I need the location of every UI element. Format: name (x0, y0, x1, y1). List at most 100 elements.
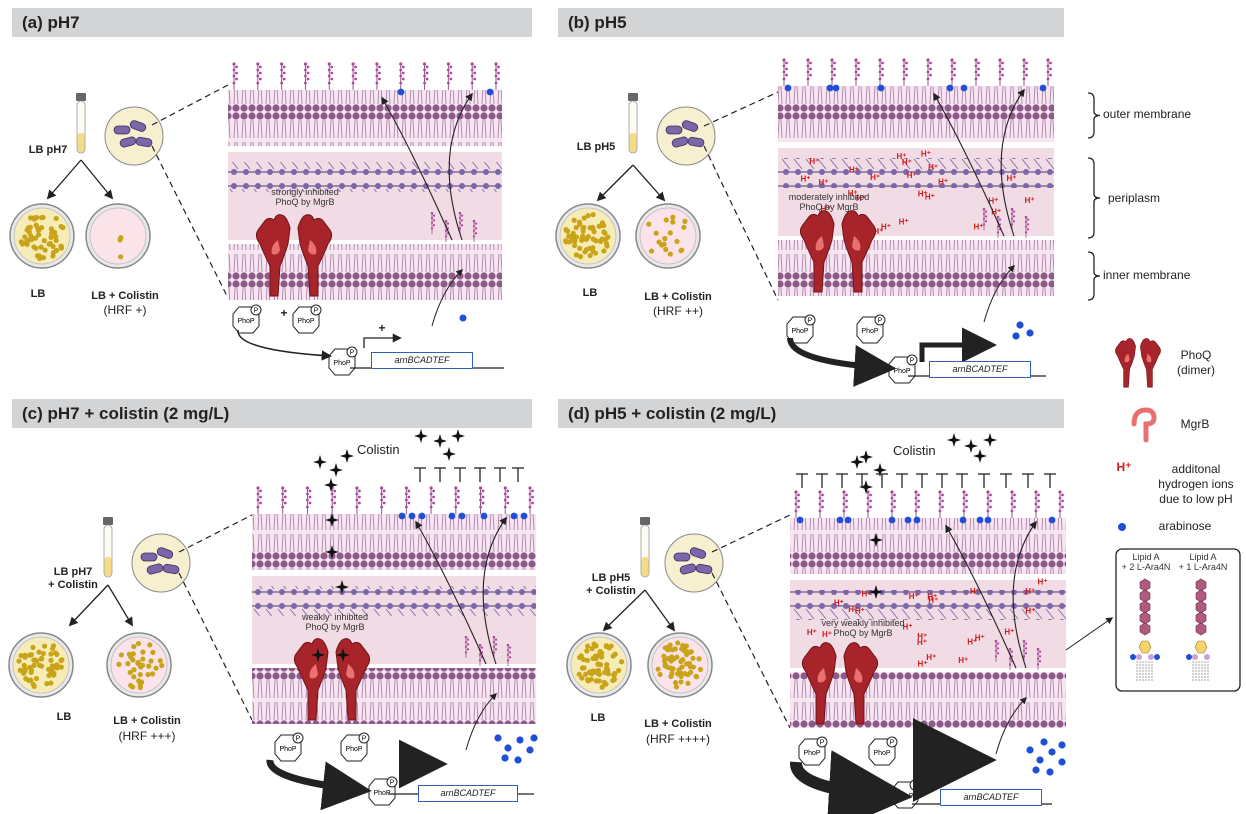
bacterial-colony (584, 657, 591, 663)
colistin-bound-icon (433, 467, 447, 483)
bacterial-colony (593, 643, 599, 649)
bacterial-colony (688, 669, 694, 675)
bacterial-colony (130, 657, 136, 663)
arabinose-dot (1012, 332, 1020, 340)
bacterial-colony (580, 656, 587, 663)
bacterial-colony (153, 665, 159, 671)
h-plus-ion: H⁺ (918, 659, 928, 668)
tube-cap (103, 517, 113, 525)
plate-colistin-b (635, 203, 701, 269)
tube-cap (76, 93, 86, 101)
bacterial-colony (584, 677, 591, 683)
inhibit-label-a: strongly inhibited PhoQ by MgrB (271, 187, 339, 207)
arabinose-dot (1026, 329, 1034, 337)
transport-arrow (415, 520, 487, 665)
panel-c-title: (c) pH7 + colistin (2 mg/L) (12, 399, 532, 428)
bacterial-colony (135, 640, 142, 647)
bacterial-colony (39, 655, 45, 661)
phosphate-icon (886, 736, 898, 748)
phop-text: PhoP (297, 318, 314, 325)
lps-chain (805, 57, 813, 87)
lps-chain (404, 485, 411, 515)
uptake-arrow (431, 269, 463, 327)
bacterial-colony (573, 224, 579, 231)
plate-lb-a (9, 203, 75, 269)
bacterial-colony (125, 661, 131, 667)
bacterial-colony (25, 225, 32, 231)
sugar-hexagon-icon (1139, 622, 1151, 636)
gene-box-d: arnBCADTEF (940, 789, 1042, 806)
arabinose-dot (520, 512, 528, 520)
bacterial-colony (595, 653, 601, 659)
plus-sign-a1: + (280, 306, 288, 320)
h-plus-ion: H⁺ (925, 193, 935, 202)
gene-box-a: arnBCADTEF (371, 352, 473, 369)
bacterial-colony (576, 671, 582, 677)
bacterium-cell (146, 563, 164, 575)
bacterial-colony (601, 229, 607, 235)
lps-chain (327, 61, 334, 91)
phosphate-letter: P (878, 318, 883, 325)
bacterial-colony (589, 646, 595, 652)
hrf-label-b: (HRF ++) (652, 304, 703, 318)
bacterial-colony (48, 651, 54, 657)
bacterial-colony (653, 230, 659, 236)
arabinose-dot (486, 88, 494, 96)
bacterial-colony (697, 666, 704, 673)
arabinose-dot (1058, 741, 1066, 749)
inner-membrane-label: inner membrane (1103, 268, 1191, 282)
bacterial-colony (599, 222, 605, 228)
membrane-brace (1087, 92, 1101, 139)
arabinose-dot (1032, 766, 1040, 774)
bacterial-colony (648, 248, 655, 254)
arabinose-dot (984, 516, 992, 524)
hrf-label-c: (HRF +++) (118, 729, 176, 743)
plate-lb-label-c: LB (56, 711, 72, 723)
zoom-dashed-line (711, 514, 791, 553)
arabinose-dot (796, 516, 804, 524)
h-plus-ion: H⁺ (927, 593, 937, 602)
colistin-bound-icon (795, 473, 809, 489)
bacterial-colony (678, 658, 684, 665)
phosphate-letter: P (913, 783, 918, 790)
bacterial-colony (612, 651, 618, 657)
uptake-arrow (995, 697, 1027, 755)
h-plus-ion: H⁺ (807, 628, 817, 637)
panel-a-title: (a) pH7 (12, 8, 532, 37)
outer-membrane (790, 518, 1066, 574)
colistin-bound-icon (895, 473, 909, 489)
bacterial-colony (40, 254, 47, 261)
bacterial-colony (696, 656, 702, 662)
bacterial-colony (585, 213, 591, 219)
sugar-hexagon-icon (1139, 600, 1151, 614)
gene-box-c: arnBCADTEF (418, 785, 518, 802)
bacterial-colony (39, 214, 45, 221)
bacterial-colony (594, 670, 600, 676)
lipid-head-icon (1204, 654, 1210, 660)
zoom-b (656, 106, 716, 166)
bacterial-colony (690, 655, 696, 661)
tube-label-d: LB pH5 + Colistin (586, 572, 636, 597)
bacterial-colony (127, 669, 133, 676)
bacterial-colony (126, 651, 132, 657)
arabinose-dot (530, 734, 538, 742)
sugar-hexagon-icon (1195, 578, 1207, 592)
lps-chain (913, 489, 921, 519)
bacterial-colony (669, 670, 675, 676)
bacterial-colony (149, 671, 156, 677)
h-plus-ion: H⁺ (855, 606, 865, 615)
h-plus-ion: H⁺ (809, 157, 819, 166)
arabinose-dot (904, 516, 912, 524)
h-plus-ion: H⁺ (820, 205, 830, 214)
lps-chain (493, 61, 501, 91)
phosphate-icon (250, 304, 262, 316)
bacterial-colony (665, 647, 671, 653)
lps-chain (901, 57, 909, 87)
outer-membrane (252, 514, 536, 570)
colistin-molecule-icon (433, 434, 447, 448)
membrane-block: H⁺H⁺H⁺H⁺H⁺H⁺H⁺H⁺H⁺H⁺H⁺H⁺H⁺H⁺H⁺H⁺H⁺H⁺H⁺H⁺… (790, 489, 1066, 755)
